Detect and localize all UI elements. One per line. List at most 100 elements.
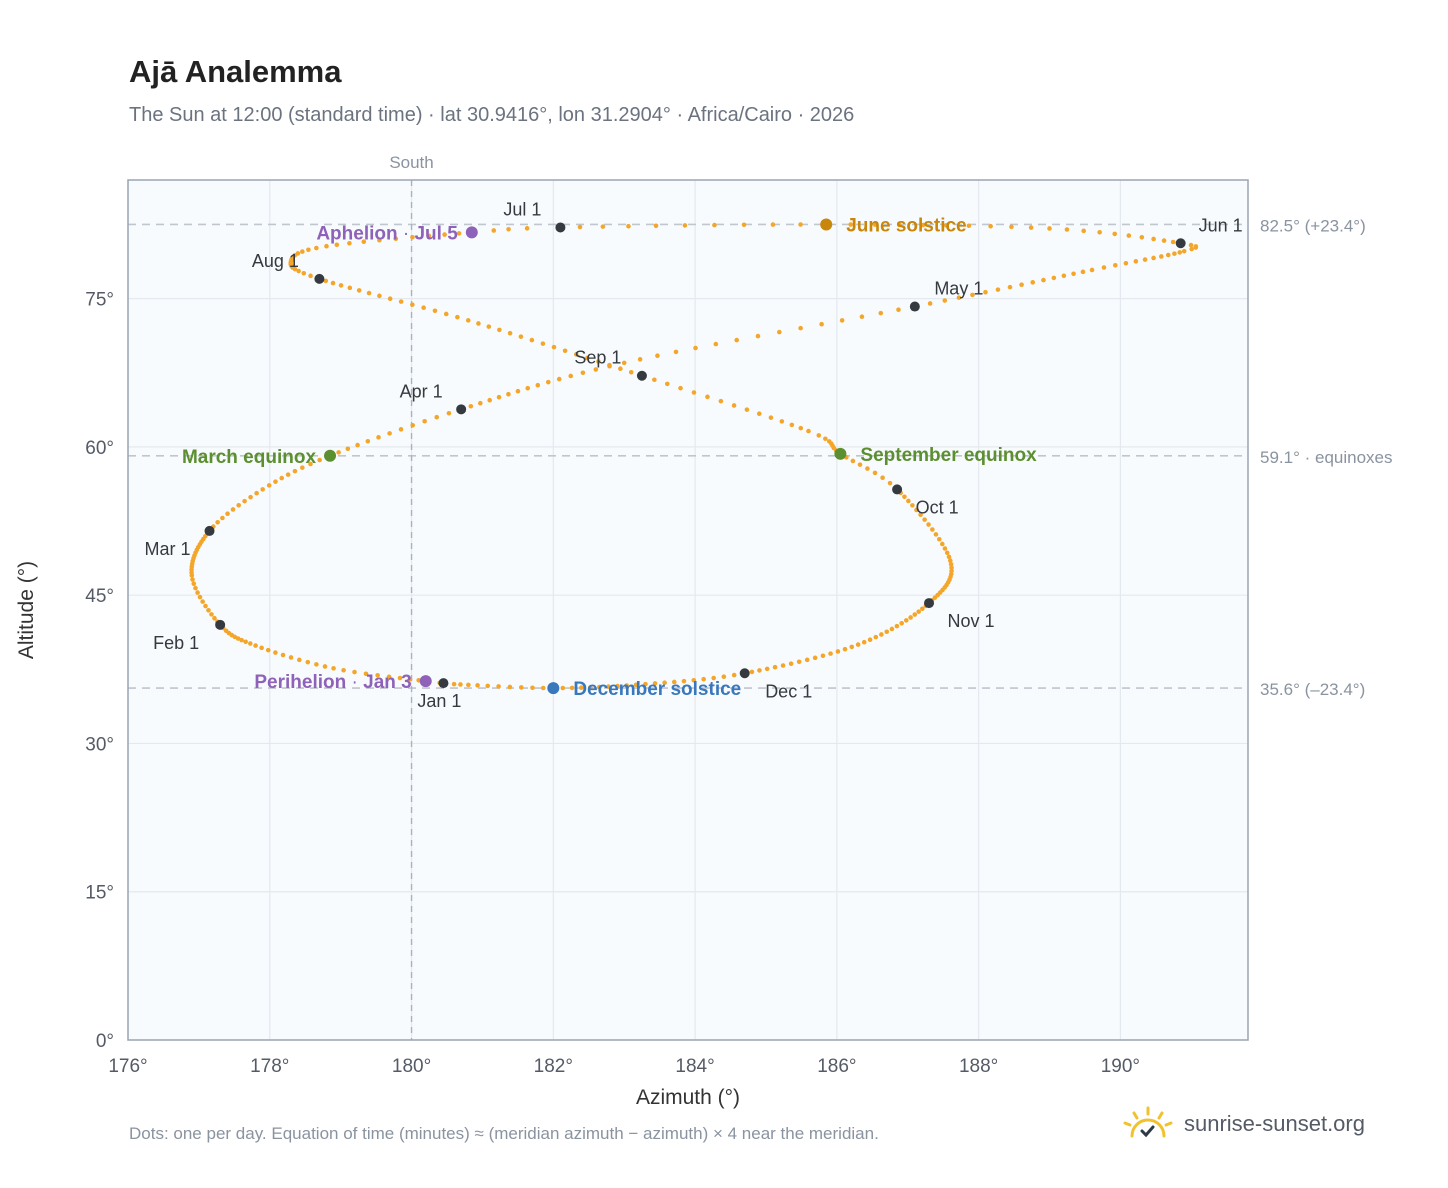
daily-sun-dot: [209, 612, 214, 617]
daily-sun-dot: [345, 446, 351, 452]
daily-sun-dot: [458, 682, 463, 687]
reference-label: 82.5° (+23.4°): [1260, 216, 1366, 235]
event-name: December solstice: [573, 679, 741, 700]
daily-sun-dot: [215, 520, 220, 525]
y-tick-label: 60°: [85, 438, 114, 459]
daily-sun-dot: [712, 222, 717, 228]
daily-sun-dot: [884, 629, 890, 635]
daily-sun-dot: [600, 224, 606, 229]
daily-sun-dot: [872, 470, 878, 476]
daily-sun-dot: [926, 522, 931, 527]
daily-sun-dot: [432, 308, 438, 314]
daily-sun-dot: [191, 581, 197, 586]
daily-sun-dot: [664, 381, 670, 387]
daily-sun-dot: [314, 662, 319, 667]
daily-sun-dot: [1159, 254, 1164, 259]
event-name: Aphelion: [316, 223, 397, 244]
daily-sun-dot: [496, 684, 501, 689]
page-subtitle: The Sun at 12:00 (standard time) · lat 3…: [129, 104, 855, 126]
event-label: March equinox: [182, 447, 317, 468]
daily-sun-dot: [755, 333, 761, 339]
daily-sun-dot: [443, 311, 449, 317]
daily-sun-dot: [896, 307, 901, 313]
plot-background: [128, 180, 1248, 1040]
daily-sun-dot: [920, 222, 926, 228]
daily-sun-dot: [804, 657, 810, 663]
daily-sun-dot: [943, 223, 949, 228]
daily-sun-dot: [889, 626, 895, 632]
daily-sun-dot: [942, 546, 948, 551]
daily-sun-dot: [338, 283, 344, 288]
daily-sun-dot: [878, 310, 884, 316]
event-separator: ·: [398, 223, 415, 244]
daily-sun-dot: [983, 289, 988, 295]
daily-sun-dot: [525, 385, 531, 391]
daily-sun-dot: [1112, 263, 1118, 268]
daily-sun-dot: [577, 224, 583, 230]
brand-logo[interactable]: sunrise-sunset.org: [1120, 1102, 1365, 1146]
daily-sun-dot: [779, 419, 785, 424]
daily-sun-dot: [879, 632, 884, 637]
daily-sun-dot: [442, 232, 447, 237]
daily-sun-dot: [410, 423, 416, 428]
daily-sun-dot: [887, 480, 893, 486]
month-marker-dot: [204, 525, 215, 536]
month-marker-dot: [636, 370, 647, 381]
daily-sun-dot: [930, 527, 935, 532]
daily-sun-dot: [306, 247, 311, 253]
daily-sun-dot: [770, 222, 776, 227]
daily-sun-dot: [652, 377, 657, 383]
daily-sun-dot: [506, 391, 511, 397]
daily-sun-dot: [455, 314, 460, 320]
daily-sun-dot: [297, 657, 302, 663]
month-marker-label: Apr 1: [400, 381, 443, 401]
daily-sun-dot: [239, 637, 244, 643]
x-axis-ticks: 176° 178° 180° 182° 184° 186° 188° 190°: [108, 1056, 1140, 1077]
event-markers: Perihelion · Jan 3 Aphelion · Jul 5 March …: [182, 215, 1037, 700]
daily-sun-dot: [375, 673, 380, 678]
daily-sun-dot: [731, 403, 737, 408]
daily-sun-dot: [1097, 230, 1102, 235]
daily-sun-dot: [569, 685, 575, 691]
daily-sun-dot: [366, 290, 372, 296]
daily-sun-dot: [1151, 255, 1156, 261]
plot-frame: [127, 179, 1249, 1041]
month-marker-dot: [892, 484, 903, 495]
daily-sun-dot: [721, 674, 727, 679]
daily-sun-dot: [927, 301, 933, 306]
daily-sun-dot: [749, 669, 755, 675]
daily-sun-dot: [848, 222, 853, 227]
daily-sun-dot: [966, 223, 972, 229]
daily-sun-dot: [949, 565, 954, 570]
daily-sun-dot: [195, 590, 200, 595]
daily-sun-dot: [756, 411, 762, 417]
event-label: December solstice: [573, 679, 741, 700]
daily-sun-dot: [902, 494, 907, 500]
daily-sun-dot: [1041, 277, 1046, 283]
daily-sun-dot: [1193, 244, 1199, 249]
daily-sun-dot: [682, 223, 688, 228]
month-marker-label: Jan 1: [417, 691, 461, 711]
daily-sun-dot: [434, 414, 440, 420]
daily-sun-dot: [573, 352, 579, 357]
daily-sun-dot: [1181, 248, 1187, 254]
daily-sun-dot: [225, 511, 230, 517]
y-axis-ticks: 0° 15° 30° 45° 60° 75°: [85, 290, 114, 1052]
daily-sun-dot: [947, 558, 953, 563]
daily-sun-dot: [1161, 238, 1167, 243]
daily-sun-dot: [835, 649, 841, 654]
daily-sun-dot: [407, 676, 413, 682]
daily-sun-dot: [292, 266, 298, 272]
event-marker-dot: [419, 675, 432, 688]
daily-sun-dot: [655, 353, 660, 359]
daily-sun-dot: [626, 223, 631, 229]
daily-sun-dot: [560, 685, 566, 691]
daily-sun-dot: [798, 325, 803, 331]
daily-sun-dot: [288, 655, 294, 660]
daily-sun-dot: [865, 466, 870, 471]
daily-sun-dot: [1177, 250, 1183, 255]
daily-sun-dot: [301, 270, 307, 276]
x-tick-label: 182°: [534, 1056, 573, 1077]
daily-sun-dot: [988, 223, 993, 229]
x-tick-label: 186°: [817, 1056, 856, 1077]
